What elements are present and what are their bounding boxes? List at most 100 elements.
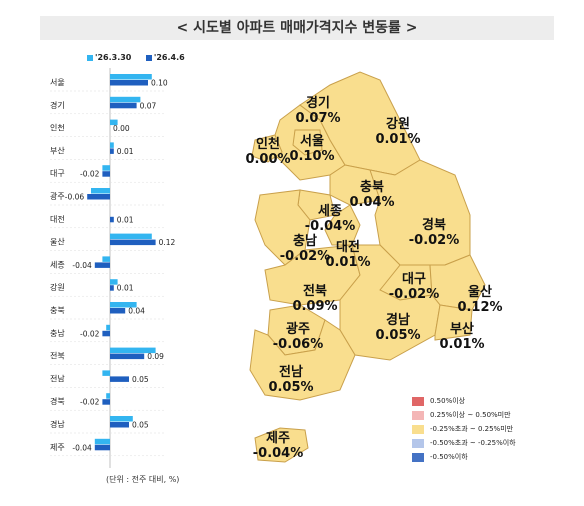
map-legend-item: 0.50%이상 bbox=[412, 394, 516, 408]
data-label: -0.04 bbox=[72, 443, 92, 452]
region-value: 0.05% bbox=[375, 328, 421, 343]
bar-2 bbox=[102, 399, 110, 405]
data-label: 0.10 bbox=[151, 79, 168, 88]
region-name: 제주 bbox=[266, 431, 290, 446]
region-name: 경기 bbox=[306, 96, 330, 111]
region-value: 0.05% bbox=[268, 380, 314, 395]
bar-1 bbox=[110, 279, 118, 285]
category-label: 충북 bbox=[50, 306, 65, 315]
bar-1 bbox=[110, 74, 152, 80]
bar-2 bbox=[110, 308, 126, 314]
map-region bbox=[292, 129, 323, 156]
bar-1 bbox=[91, 188, 110, 194]
data-label: 0.12 bbox=[159, 238, 176, 247]
region-name: 경북 bbox=[422, 218, 446, 233]
bar-1 bbox=[94, 438, 110, 445]
region-label: 서울 0.10% bbox=[289, 134, 334, 164]
data-label: 0.00 bbox=[113, 124, 130, 133]
region-value: -0.02% bbox=[388, 287, 440, 302]
data-label: 0.04 bbox=[128, 307, 145, 316]
region-name: 광주 bbox=[286, 322, 310, 337]
data-label: 0.05 bbox=[132, 421, 149, 430]
category-label: 대전 bbox=[50, 214, 65, 224]
bar-2 bbox=[110, 353, 145, 360]
data-label: -0.02 bbox=[80, 170, 100, 179]
data-label: 0.01 bbox=[117, 147, 134, 156]
map-legend-swatch bbox=[412, 438, 424, 448]
bar-2 bbox=[110, 148, 114, 154]
region-label: 전북 0.09% bbox=[292, 284, 337, 314]
data-label: -0.06 bbox=[65, 193, 85, 202]
region-value: -0.04% bbox=[252, 446, 304, 461]
region-label: 강원 0.01% bbox=[375, 117, 420, 147]
map-legend-label: 0.50%이상 bbox=[430, 397, 466, 405]
bar-1 bbox=[110, 96, 141, 103]
category-label: 세종 bbox=[50, 260, 65, 269]
category-label: 경북 bbox=[50, 396, 65, 406]
region-name: 전북 bbox=[303, 284, 327, 299]
map-legend-item: -0.25%초과 ~ 0.25%미만 bbox=[412, 422, 516, 436]
region-value: 0.12% bbox=[457, 300, 503, 315]
map-legend-swatch bbox=[412, 410, 424, 420]
region-value: 0.00% bbox=[245, 152, 291, 167]
bar-1 bbox=[110, 302, 137, 308]
region-label: 경기 0.07% bbox=[295, 96, 340, 126]
region-label: 대전 0.01% bbox=[325, 240, 370, 270]
category-label: 경기 bbox=[50, 100, 65, 110]
bar-1 bbox=[110, 233, 152, 240]
category-label: 충남 bbox=[50, 329, 65, 338]
bar-2 bbox=[87, 194, 110, 200]
category-label: 서울 bbox=[50, 78, 65, 87]
category-label: 울산 bbox=[50, 237, 65, 247]
map-legend-label: -0.50%초과 ~ -0.25%이하 bbox=[430, 439, 516, 447]
data-label: 0.05 bbox=[132, 375, 149, 384]
region-value: -0.02% bbox=[279, 249, 331, 264]
category-label: 전북 bbox=[50, 351, 65, 361]
chart-title: < 시도별 아파트 매매가격지수 변동률 > bbox=[40, 16, 554, 40]
map-region bbox=[249, 319, 356, 401]
category-label: 전남 bbox=[50, 373, 65, 383]
region-name: 대전 bbox=[336, 240, 360, 255]
category-label: 인천 bbox=[50, 123, 65, 133]
data-label: -0.02 bbox=[80, 398, 100, 407]
map-legend-label: -0.50%이하 bbox=[430, 453, 468, 461]
region-name: 전남 bbox=[279, 365, 303, 380]
region-name: 세종 bbox=[318, 204, 342, 219]
region-label: 제주 -0.04% bbox=[253, 431, 304, 461]
legend-swatch-series-2 bbox=[145, 54, 152, 61]
region-value: -0.02% bbox=[408, 233, 460, 248]
region-label: 대구 -0.02% bbox=[389, 272, 440, 302]
data-label: -0.02 bbox=[80, 329, 100, 338]
region-value: 0.01% bbox=[375, 132, 421, 147]
region-label: 부산 0.01% bbox=[439, 322, 484, 352]
map-legend-item: -0.50%초과 ~ -0.25%이하 bbox=[412, 436, 516, 450]
data-label: -0.04 bbox=[72, 261, 92, 270]
legend-label-series-1: '26.3.30 bbox=[95, 53, 132, 62]
bar-2 bbox=[102, 330, 110, 337]
region-name: 충남 bbox=[293, 234, 317, 249]
map-region bbox=[251, 134, 283, 163]
legend-swatch-series-1 bbox=[87, 54, 93, 61]
bar-2 bbox=[110, 376, 129, 382]
map-legend-swatch bbox=[412, 452, 424, 462]
region-name: 울산 bbox=[468, 285, 492, 300]
region-label: 광주 -0.06% bbox=[273, 322, 324, 352]
bar-1 bbox=[102, 256, 110, 262]
bar-2 bbox=[110, 102, 137, 109]
map-legend-label: 0.25%이상 ~ 0.50%미만 bbox=[430, 411, 511, 419]
map-region bbox=[434, 304, 473, 341]
region-label: 울산 0.12% bbox=[457, 285, 502, 315]
region-name: 충북 bbox=[360, 180, 384, 195]
region-name: 대구 bbox=[402, 272, 426, 287]
bar-2 bbox=[110, 422, 129, 428]
region-name: 경남 bbox=[386, 313, 410, 328]
bar-1 bbox=[110, 347, 156, 354]
bar-2 bbox=[110, 216, 114, 223]
bar-1 bbox=[110, 119, 118, 126]
region-value: 0.10% bbox=[289, 149, 335, 164]
category-label: 강원 bbox=[50, 282, 65, 292]
legend-label-series-2: '26.4.6 bbox=[153, 53, 185, 62]
category-label: 제주 bbox=[50, 443, 65, 452]
